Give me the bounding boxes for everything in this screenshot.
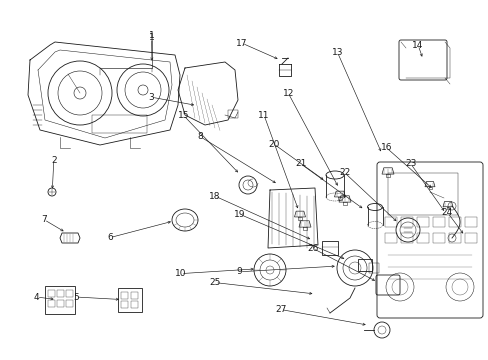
Text: 15: 15 <box>177 111 189 120</box>
Bar <box>131 292 138 299</box>
Text: 23: 23 <box>404 159 416 168</box>
Text: 18: 18 <box>209 192 221 201</box>
Bar <box>448 217 460 227</box>
Bar <box>48 290 55 297</box>
Text: 9: 9 <box>236 267 242 276</box>
Bar <box>121 301 128 308</box>
Bar <box>227 110 238 118</box>
Bar <box>384 217 396 227</box>
Text: 26: 26 <box>306 244 318 253</box>
Text: 11: 11 <box>258 111 269 120</box>
Text: 13: 13 <box>331 48 343 57</box>
Bar <box>400 233 412 243</box>
Bar <box>92 115 147 133</box>
Text: 10: 10 <box>175 269 186 278</box>
Bar <box>464 233 476 243</box>
Text: 4: 4 <box>34 292 40 302</box>
Bar <box>384 233 396 243</box>
Bar <box>66 290 73 297</box>
Bar <box>45 286 75 314</box>
Text: 6: 6 <box>107 233 113 242</box>
Bar <box>118 288 142 312</box>
Text: 2: 2 <box>51 156 57 165</box>
Bar <box>448 233 460 243</box>
Text: 5: 5 <box>73 292 79 302</box>
Bar <box>432 217 444 227</box>
Bar <box>416 217 428 227</box>
Text: 7: 7 <box>41 215 47 224</box>
Text: 12: 12 <box>282 89 294 98</box>
Text: 20: 20 <box>267 140 279 149</box>
Bar <box>121 292 128 299</box>
Text: 27: 27 <box>275 305 286 314</box>
Text: 19: 19 <box>233 210 245 219</box>
Text: 3: 3 <box>148 93 154 102</box>
Bar <box>400 217 412 227</box>
Bar <box>57 300 64 307</box>
Bar <box>57 290 64 297</box>
Bar <box>357 259 371 271</box>
Bar <box>387 173 457 215</box>
Bar <box>321 241 337 255</box>
Text: 21: 21 <box>294 159 306 168</box>
Bar <box>131 301 138 308</box>
Text: 25: 25 <box>209 278 221 287</box>
Text: 24: 24 <box>441 208 452 217</box>
Text: 16: 16 <box>380 143 391 152</box>
Bar <box>464 217 476 227</box>
Text: 17: 17 <box>236 39 247 48</box>
Text: 1: 1 <box>148 33 154 42</box>
Bar <box>368 263 378 273</box>
Text: 14: 14 <box>411 41 423 50</box>
Text: 22: 22 <box>338 168 350 177</box>
Bar <box>66 300 73 307</box>
Text: 1: 1 <box>149 31 155 40</box>
Text: 8: 8 <box>197 132 203 141</box>
Bar <box>416 233 428 243</box>
Bar <box>48 300 55 307</box>
Bar <box>432 233 444 243</box>
